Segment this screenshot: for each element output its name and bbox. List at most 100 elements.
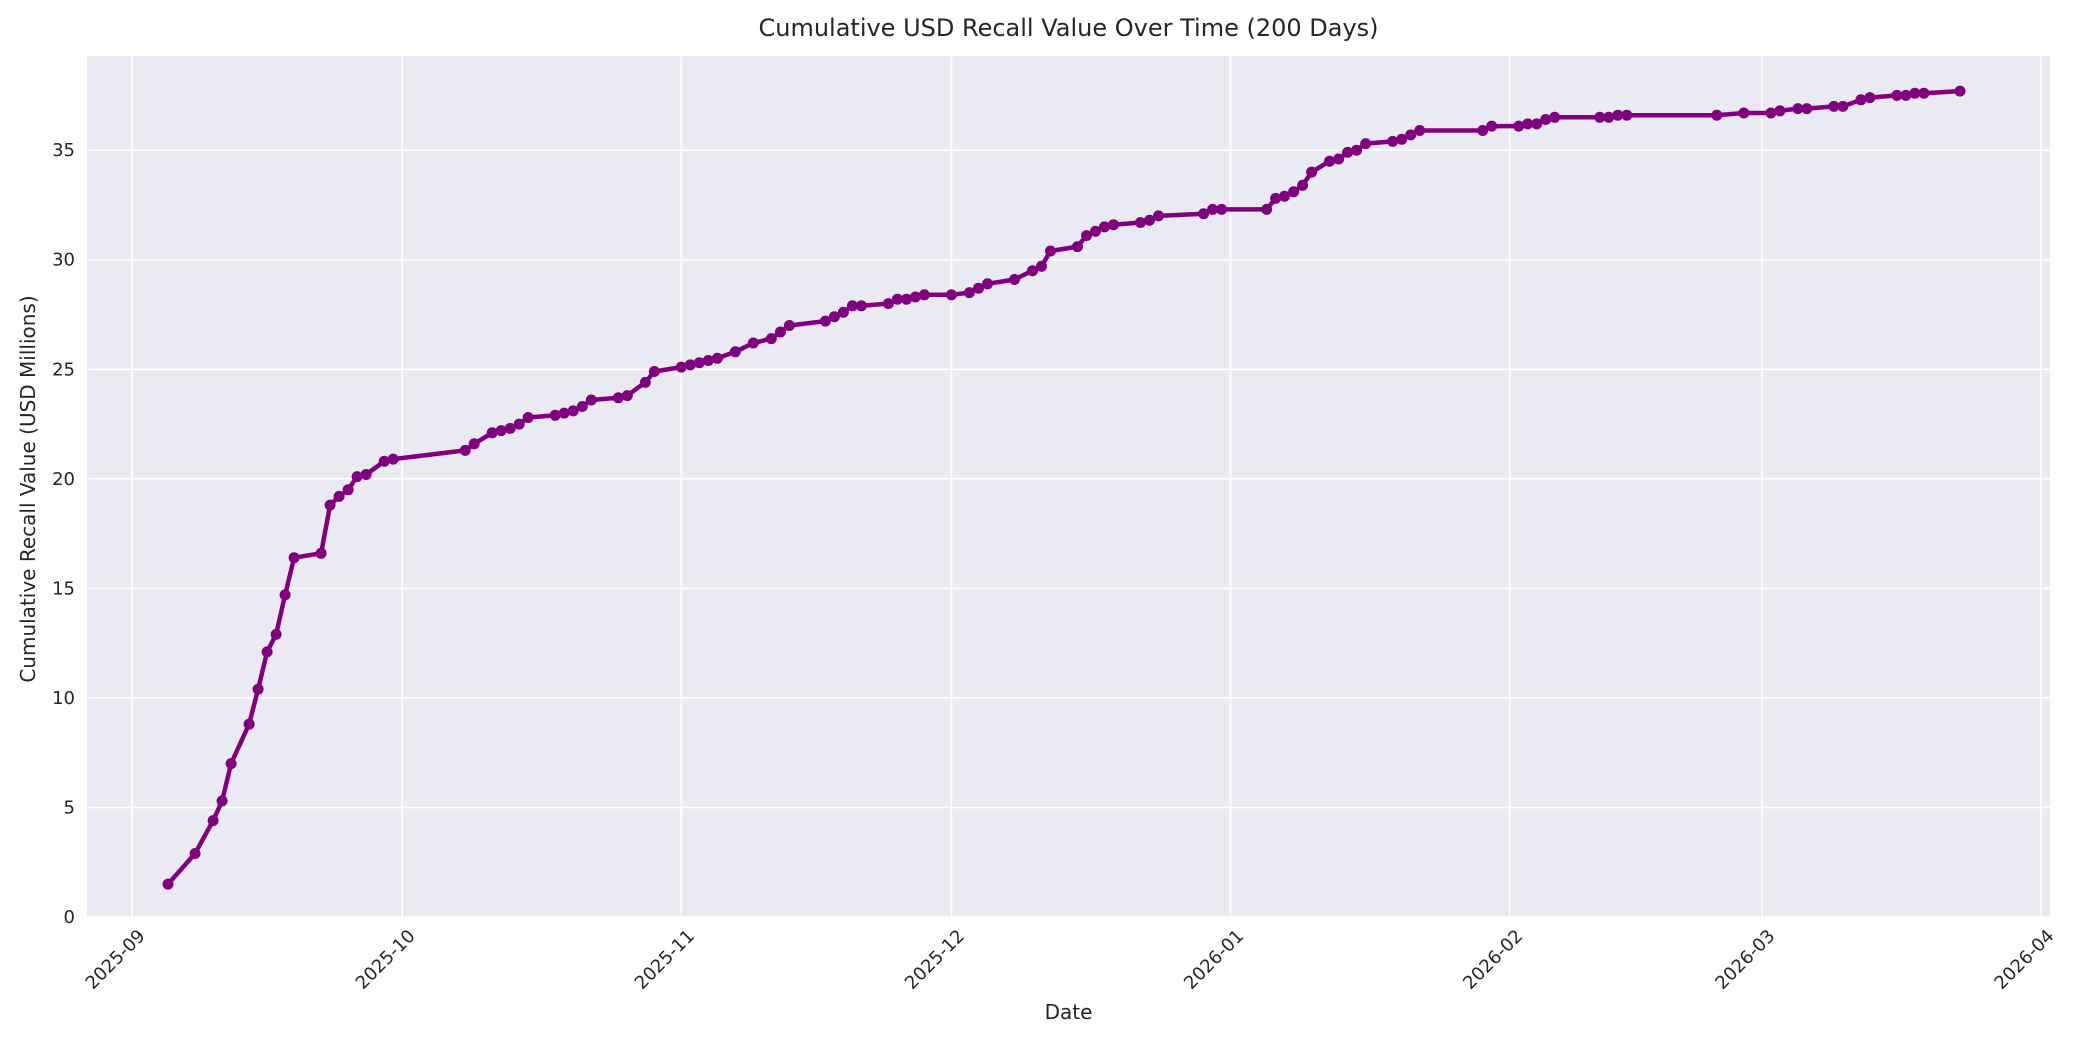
data-point-marker: [558, 407, 570, 419]
data-point-marker: [1828, 100, 1840, 112]
data-point-marker: [1486, 120, 1498, 132]
plot-background: [87, 56, 2050, 917]
data-point-marker: [1414, 125, 1426, 136]
data-point-marker: [1594, 111, 1606, 123]
data-point-marker: [495, 425, 507, 437]
x-tick-label: 2026-04: [1990, 926, 2058, 994]
data-point-marker: [774, 326, 786, 338]
data-point-marker: [1837, 100, 1849, 112]
data-point-marker: [1855, 94, 1867, 106]
y-tick-label: 5: [64, 797, 75, 818]
data-point-marker: [1621, 109, 1633, 121]
data-point-marker: [1405, 129, 1417, 141]
data-point-marker: [1396, 133, 1408, 145]
data-point-marker: [612, 392, 624, 404]
data-point-marker: [1351, 144, 1363, 156]
data-point-marker: [729, 346, 741, 358]
data-point-marker: [261, 646, 273, 658]
data-point-marker: [900, 293, 912, 305]
data-point-marker: [1864, 92, 1876, 104]
data-point-marker: [288, 552, 300, 564]
y-axis-label: Cumulative Recall Value (USD Millions): [16, 295, 40, 683]
data-point-marker: [1090, 225, 1101, 237]
data-point-marker: [1306, 166, 1318, 178]
data-point-marker: [1081, 230, 1092, 242]
data-point-marker: [621, 390, 633, 402]
data-point-marker: [783, 320, 795, 331]
data-point-marker: [351, 471, 363, 483]
data-point-marker: [1198, 208, 1210, 220]
data-point-marker: [1765, 107, 1777, 119]
data-point-marker: [819, 315, 831, 327]
data-point-marker: [1549, 111, 1561, 123]
data-point-marker: [225, 758, 237, 770]
data-point-marker: [684, 359, 696, 371]
data-point-marker: [1288, 186, 1300, 198]
data-point-marker: [1009, 274, 1020, 285]
data-point-marker: [747, 337, 759, 349]
data-point-marker: [1531, 118, 1543, 130]
data-point-marker: [1738, 107, 1750, 119]
data-point-marker: [342, 484, 354, 496]
data-point-marker: [711, 352, 723, 364]
data-point-marker: [837, 306, 849, 318]
data-point-marker: [279, 589, 291, 601]
x-tick-label: 2025-09: [82, 926, 150, 994]
data-point-marker: [1216, 203, 1228, 215]
data-point-marker: [378, 455, 390, 467]
data-point-marker: [1711, 109, 1723, 121]
data-point-marker: [207, 815, 219, 827]
x-tick-label: 2026-03: [1711, 926, 1779, 994]
data-point-marker: [270, 628, 282, 640]
data-point-marker: [1909, 87, 1921, 99]
data-point-marker: [639, 376, 651, 388]
data-point-marker: [909, 291, 921, 303]
data-point-marker: [576, 401, 588, 412]
data-point-marker: [1387, 135, 1399, 147]
data-point-marker: [702, 355, 714, 366]
data-point-marker: [1072, 241, 1083, 253]
data-point-marker: [459, 444, 471, 456]
y-tick-label: 0: [64, 907, 75, 928]
data-point-marker: [549, 409, 561, 421]
data-point-marker: [846, 300, 858, 312]
data-point-marker: [1891, 89, 1903, 101]
data-point-marker: [982, 278, 993, 290]
data-point-marker: [1540, 114, 1552, 125]
y-tick-label: 10: [52, 688, 75, 709]
data-point-marker: [360, 469, 372, 480]
data-point-marker: [486, 427, 498, 439]
data-point-marker: [324, 499, 336, 511]
data-point-marker: [567, 405, 579, 417]
y-tick-label: 30: [52, 250, 75, 271]
data-point-marker: [504, 422, 516, 434]
data-point-marker: [918, 289, 930, 301]
data-point-marker: [1774, 105, 1786, 117]
x-tick-label: 2025-11: [631, 926, 699, 994]
data-point-marker: [963, 287, 975, 299]
data-point-marker: [522, 412, 534, 423]
y-tick-label: 25: [52, 359, 75, 380]
data-point-marker: [891, 293, 903, 305]
data-point-marker: [1333, 153, 1345, 165]
data-point-marker: [765, 333, 777, 345]
data-point-marker: [315, 547, 327, 559]
x-tick-label: 2026-02: [1459, 926, 1527, 994]
data-point-marker: [1612, 109, 1624, 121]
data-point-marker: [855, 300, 867, 312]
data-point-marker: [1954, 85, 1966, 97]
y-tick-label: 20: [52, 469, 75, 490]
data-point-marker: [1324, 155, 1336, 167]
data-point-marker: [1297, 179, 1309, 191]
data-point-marker: [1153, 210, 1164, 222]
data-point-marker: [1027, 265, 1038, 277]
x-tick-label: 2025-12: [901, 926, 969, 994]
data-point-marker: [882, 298, 894, 310]
data-point-marker: [162, 878, 174, 890]
data-point-marker: [243, 718, 255, 730]
data-point-marker: [1918, 87, 1930, 99]
data-point-marker: [1801, 103, 1813, 115]
data-point-marker: [252, 683, 264, 695]
